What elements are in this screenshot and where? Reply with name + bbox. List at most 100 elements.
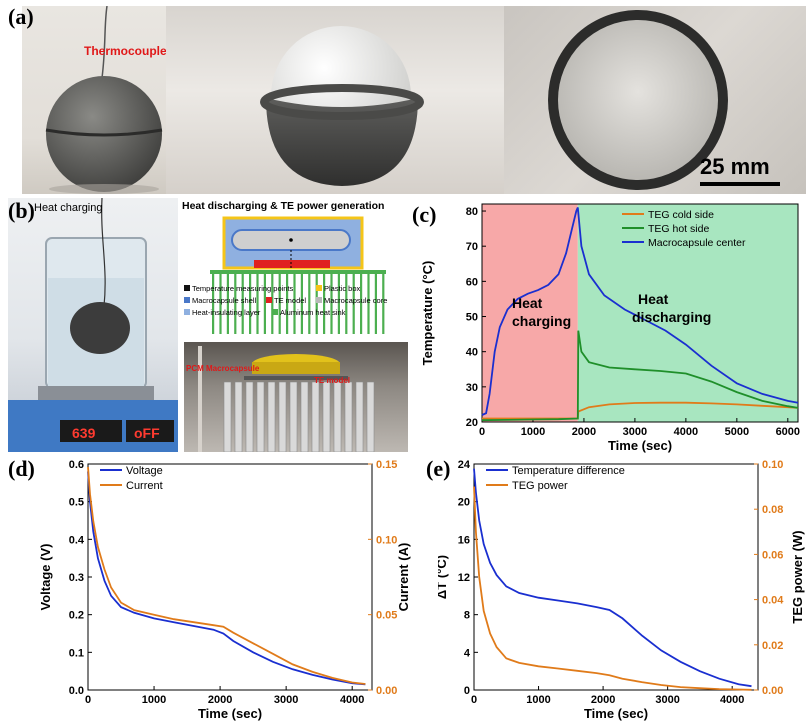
y-tick-label: 12 [458, 572, 470, 584]
photo-macrocapsule-half-shell [166, 6, 504, 194]
legend-item: Temperature measuring points [184, 284, 293, 293]
legend-item: Macrocapsule core [316, 296, 387, 305]
legend-label: Macrocapsule center [648, 237, 746, 249]
heat-sink-fin [315, 274, 318, 334]
y-tick-label: 4 [464, 647, 471, 659]
panel-label-d: (d) [8, 456, 35, 481]
heat-sink-fin [278, 381, 287, 452]
x-tick-label: 4000 [674, 426, 698, 438]
y-tick-label: 16 [458, 534, 470, 546]
legend-swatch [316, 285, 322, 291]
te-model-label: TE model [314, 376, 351, 385]
photo-macrocapsule-top-view: 25 mm [504, 6, 806, 194]
legend-text: Macrocapsule shell [192, 296, 257, 305]
series-line [473, 486, 752, 691]
heat-charging-title: Heat charging [34, 202, 103, 214]
x-tick-label: 1000 [521, 426, 545, 438]
legend-swatch [316, 297, 322, 303]
y-tick-label: 20 [458, 497, 470, 509]
legend-label: Voltage [126, 465, 163, 477]
photo-heat-charging: Heat charging 639 oFF [8, 198, 178, 452]
y-axis-label: Voltage (V) [38, 544, 53, 611]
heat-sink-fin [355, 381, 364, 452]
panel-label-b: (b) [8, 198, 35, 223]
y-tick-label: 0.3 [69, 572, 84, 584]
heat-sink-fin [311, 381, 320, 452]
chart-voltage-current: 0 1000 2000 3000 4000 0.0 0.1 0.2 0.3 0.4 0.5 0.6 0.… [38, 459, 411, 721]
y-tick-label: 0.6 [69, 459, 84, 471]
x-tick-label: 6000 [776, 426, 800, 438]
thermocouple-label: Thermocouple [84, 44, 166, 58]
y2-tick-label: 0.10 [762, 459, 783, 471]
heat-sink-fin [366, 381, 375, 452]
heat-sink-fin [263, 274, 266, 334]
x-tick-label: 3000 [274, 694, 298, 706]
heat-sink-fin [286, 274, 289, 334]
legend-swatch [266, 297, 272, 303]
legend-label: Temperature difference [512, 465, 625, 477]
y-tick-label: 24 [458, 459, 471, 471]
y2-axis-label: Current (A) [396, 543, 411, 612]
y2-tick-label: 0.00 [762, 685, 783, 697]
y-tick-label: 0.4 [69, 534, 85, 546]
heat-sink-fin [323, 274, 326, 334]
macrocapsule-sphere-illustration [45, 6, 163, 194]
heat-sink-fin [322, 381, 331, 452]
plot-frame [473, 463, 759, 691]
y-tick-label: 60 [466, 276, 478, 288]
series-line [481, 207, 799, 416]
y-tick-label: 20 [466, 417, 478, 429]
heat-sink-fin [330, 274, 333, 334]
heat-sink-fin [300, 274, 303, 334]
panel-label-e: (e) [426, 456, 451, 481]
x-tick-label: 5000 [725, 426, 749, 438]
y-tick-label: 0 [464, 685, 470, 697]
chart-temperature-difference-power: 0 1000 2000 3000 4000 0 4 8 12 16 20 24 0.00 0.02 0.04… [438, 459, 805, 721]
y2-tick-label: 0.15 [376, 459, 397, 471]
heat-sink-illustration [198, 346, 375, 452]
y-tick-label: 30 [466, 382, 478, 394]
heat-sink-fin [367, 274, 370, 334]
y2-tick-label: 0.00 [376, 685, 397, 697]
x-tick-label: 0 [471, 694, 477, 706]
legend-label: TEG power [512, 480, 568, 492]
legend-item: Macrocapsule shell [184, 296, 256, 305]
legend-item: Aluminum heat sink [272, 308, 345, 317]
schematic-diagram [210, 216, 386, 334]
heat-sink-fin [333, 381, 342, 452]
heat-sink-fin [271, 274, 274, 334]
heat-sink-fin [219, 274, 222, 334]
heat-sink-fin [245, 381, 254, 452]
legend-text: Aluminum heat sink [280, 308, 346, 317]
y2-tick-label: 0.08 [762, 504, 783, 516]
heat-sink-fin [226, 274, 229, 334]
x-tick-label: 3000 [655, 694, 679, 706]
y-axis-label: Temperature (°C) [420, 261, 435, 366]
x-tick-label: 2000 [572, 426, 596, 438]
heat-sink-fin [382, 274, 385, 334]
heat-sink-fin [241, 274, 244, 334]
heat-sink-fin [256, 381, 265, 452]
legend-text: Plastic box [324, 284, 361, 293]
y-tick-label: 0.5 [69, 497, 84, 509]
y-tick-label: 0.1 [69, 647, 84, 659]
legend-text: Heat-insulating layer [192, 308, 261, 317]
heat-sink-fin [267, 381, 276, 452]
legend-text: Macrocapsule core [324, 296, 388, 305]
heat-sink-fin [308, 274, 311, 334]
pcm-macrocapsule-label: PCM Macrocapsule [186, 364, 260, 373]
y-axis-label: ΔT (°C) [438, 555, 449, 599]
annotation-heat-charging-1: Heat [512, 295, 543, 311]
x-tick-label: 1000 [142, 694, 166, 706]
y-tick-label: 50 [466, 312, 478, 324]
series-line [87, 466, 366, 685]
photo-heat-sink-setup: PCM Macrocapsule TE model [184, 342, 408, 452]
legend-item: TE model [266, 296, 306, 305]
panel-label-c: (c) [412, 202, 437, 227]
x-axis-label: Time (sec) [608, 438, 672, 453]
heat-sink-fin [300, 381, 309, 452]
scale-bar-label: 25 mm [700, 154, 770, 179]
y2-tick-label: 0.05 [376, 610, 397, 622]
legend-text: Temperature measuring points [192, 284, 294, 293]
y2-axis-label: TEG power (W) [790, 530, 805, 623]
